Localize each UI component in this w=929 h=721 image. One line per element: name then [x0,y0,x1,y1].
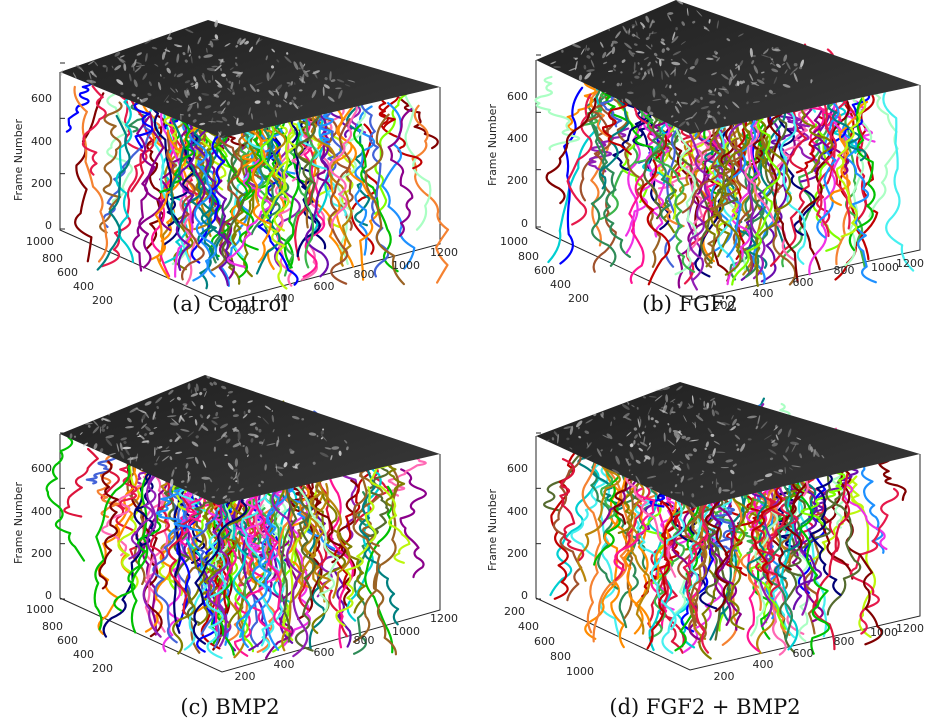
ytick: 600 [31,92,52,105]
left-axis-tick: 1000 [500,235,528,248]
left-axis-tick: 200 [568,292,589,305]
cell-trajectory [47,438,84,561]
panel-bmp2: Frame Number 0 200 400 600 1000 800 600 … [12,375,458,719]
cell-speck [167,37,172,40]
right-axis-tick: 1000 [392,259,420,272]
right-axis-tick: 400 [274,658,295,671]
ytick: 600 [507,462,528,475]
right-axis-tick: 1000 [870,626,898,639]
right-axis-tick: 600 [793,276,814,289]
right-axis-tick: 1200 [896,622,924,635]
ytick: 0 [521,217,528,230]
panel-control-caption: (a) Control [172,292,288,316]
cell-speck [169,439,172,442]
left-axis-tick: 200 [92,294,113,307]
panel-bmp2-ylabel: Frame Number [12,482,25,564]
cell-speck [215,427,216,431]
left-axis-tick: 600 [57,634,78,647]
left-axis-tick: 1000 [566,665,594,678]
panel-control-yticks: 0 200 400 600 [31,92,52,232]
ytick: 400 [31,505,52,518]
ytick: 400 [507,132,528,145]
ytick: 600 [507,90,528,103]
panel-control-ylabel: Frame Number [12,119,25,201]
cell-speck [753,55,756,57]
right-axis-tick: 1000 [871,261,899,274]
panel-fgf2-ylabel: Frame Number [486,104,499,186]
right-axis-tick: 1200 [896,257,924,270]
left-axis-tick: 200 [92,662,113,675]
ytick: 200 [507,174,528,187]
cell-speck [212,39,220,40]
ytick: 0 [45,589,52,602]
ytick: 0 [45,219,52,232]
right-axis-tick: 600 [314,280,335,293]
panel-fgf2-caption: (b) FGF2 [642,292,738,316]
right-axis-tick: 200 [235,670,256,683]
panel-fgf2: Frame Number 0 200 400 600 1000 800 600 … [486,0,924,316]
left-axis-tick: 400 [73,280,94,293]
left-axis-tick: 400 [550,278,571,291]
panel-fgf2-left-axis-ticks: 1000 800 600 400 200 [500,235,589,305]
right-axis-tick: 800 [354,634,375,647]
left-axis-tick: 600 [534,264,555,277]
cell-trajectory [401,469,426,577]
right-axis-tick: 600 [793,647,814,660]
cell-trajectory [75,87,107,262]
left-axis-tick: 400 [73,648,94,661]
left-axis-tick: 1000 [26,235,54,248]
left-axis-tick: 800 [42,620,63,633]
left-axis-tick: 600 [57,266,78,279]
panel-fgf2-bmp2-left-axis-ticks: 200 400 600 800 1000 [504,605,594,678]
panel-control-left-axis-ticks: 1000 800 600 400 200 [26,235,113,307]
right-axis-tick: 600 [314,646,335,659]
ytick: 600 [31,462,52,475]
ytick: 400 [507,505,528,518]
cell-trajectory [879,457,905,500]
right-axis-tick: 400 [753,287,774,300]
panel-bmp2-caption: (c) BMP2 [180,695,279,719]
panel-fgf2-bmp2-caption: (d) FGF2 + BMP2 [609,695,800,719]
ytick: 200 [507,547,528,560]
panel-fgf2-bmp2-right-axis-ticks: 200 400 600 800 1000 1200 [714,622,925,683]
left-axis-tick: 800 [518,250,539,263]
right-axis-tick: 1200 [430,246,458,259]
ytick: 0 [521,589,528,602]
cell-speck [716,478,717,488]
panel-control: Frame Number 0 200 400 600 1000 800 600 … [12,20,458,317]
right-axis-tick: 1200 [430,612,458,625]
right-axis-tick: 200 [714,670,735,683]
ytick: 200 [31,547,52,560]
panel-fgf2-yticks: 0 200 400 600 [507,90,528,230]
right-axis-tick: 400 [753,658,774,671]
left-axis-tick: 200 [504,605,525,618]
left-axis-tick: 800 [550,650,571,663]
cell-speck [721,467,729,468]
cell-speck [651,417,654,420]
panel-fgf2-bmp2: Frame Number 0 200 400 600 200 400 600 8… [486,382,924,719]
left-axis-tick: 400 [518,620,539,633]
panel-fgf2-bmp2-yticks: 0 200 400 600 [507,462,528,602]
cell-speck [200,405,203,409]
ytick: 200 [31,177,52,190]
ytick: 400 [31,135,52,148]
microscopy-plane [60,375,440,505]
cell-trajectory [560,459,583,560]
left-axis-tick: 1000 [26,603,54,616]
left-axis-tick: 800 [42,252,63,265]
left-axis-tick: 600 [534,635,555,648]
right-axis-tick: 800 [834,635,855,648]
panel-fgf2-bmp2-ylabel: Frame Number [486,489,499,571]
right-axis-tick: 1000 [392,625,420,638]
right-axis-tick: 800 [354,268,375,281]
right-axis-tick: 800 [834,264,855,277]
